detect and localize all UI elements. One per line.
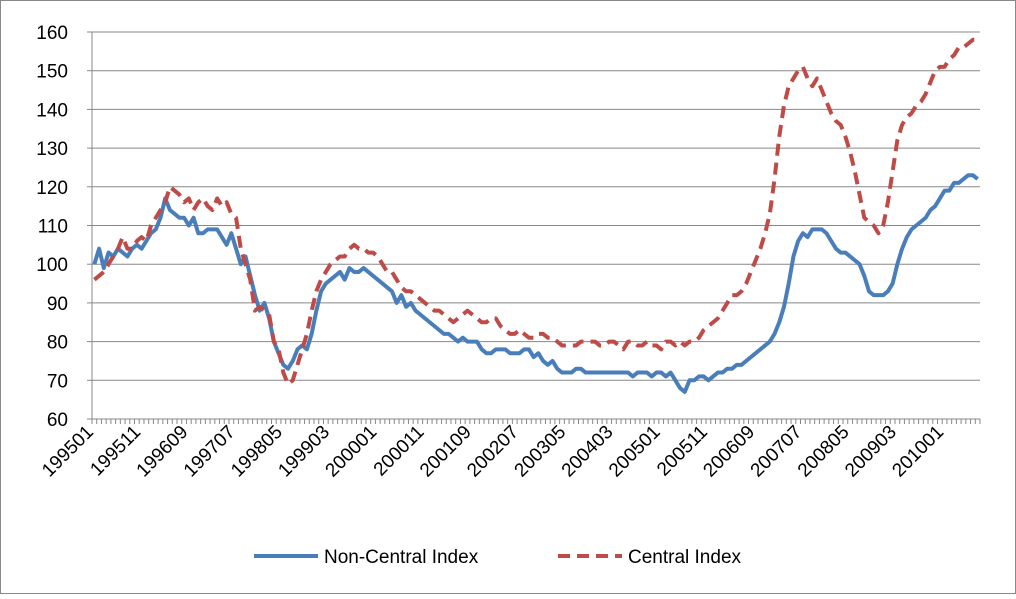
y-tick-label: 70: [47, 371, 68, 392]
y-tick-label: 90: [47, 294, 68, 315]
legend-label: Central Index: [628, 547, 742, 568]
y-tick-label: 100: [36, 255, 68, 276]
y-tick-label: 140: [36, 100, 68, 121]
y-tick-label: 110: [38, 217, 68, 238]
y-tick-label: 120: [36, 178, 68, 199]
y-tick-label: 150: [36, 62, 68, 83]
y-tick-label: 60: [47, 410, 68, 431]
legend-label: Non-Central Index: [324, 547, 479, 568]
series-line: [92, 173, 979, 394]
y-tick-label: 160: [36, 23, 68, 44]
y-tick-label: 80: [47, 333, 68, 354]
y-tick-label: 130: [36, 139, 68, 160]
series-line: [93, 37, 978, 387]
